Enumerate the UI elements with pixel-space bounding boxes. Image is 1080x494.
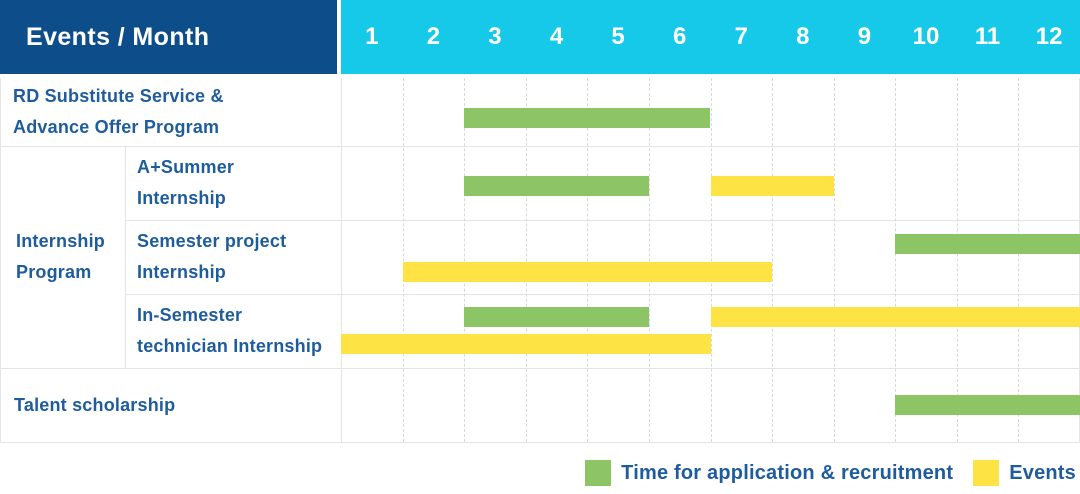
row-label-a-summer-internship: A+Summer Internship [137, 157, 235, 208]
month-header-4: 4 [549, 23, 564, 50]
gantt-bar-event-m7-m12 [710, 307, 1080, 327]
month-header-5: 5 [611, 23, 625, 50]
legend-item-application: Time for application & recruitment [585, 460, 953, 486]
row-label-rd-substitute: RD Substitute Service & Advance Offer Pr… [13, 86, 224, 137]
month-header-row: 1 2 3 4 5 6 7 8 9 10 11 12 [341, 0, 1080, 74]
row-divider [125, 294, 1080, 295]
month-header-1: 1 [365, 23, 379, 50]
legend: Time for application & recruitment Event… [585, 458, 1076, 488]
table-header: Events / Month 1 2 3 4 5 6 7 8 9 10 11 12 [0, 0, 1080, 78]
month-header-11: 11 [974, 23, 1001, 50]
month-header-10: 10 [912, 23, 940, 50]
gantt-bar-application-m3-m6 [464, 108, 711, 128]
gantt-bar-event-m7-m8 [710, 176, 834, 196]
month-gridline [710, 78, 712, 442]
gantt-bar-event-m2-m7 [402, 262, 773, 282]
month-gridline [1018, 78, 1020, 442]
row-label-talent-scholarship: Talent scholarship [14, 394, 176, 415]
legend-swatch-application-icon [585, 460, 612, 486]
legend-label-events: Events [1009, 461, 1076, 484]
row-label-in-semester-technician-internship: In-Semester technician Internship [137, 305, 323, 356]
month-header-2: 2 [426, 23, 441, 50]
month-gridline [587, 78, 589, 442]
table-left-border [0, 78, 1, 442]
row-divider [0, 368, 1080, 369]
month-gridline [895, 78, 897, 442]
month-header-8: 8 [796, 23, 810, 50]
table-bottom-border [0, 442, 1080, 443]
month-gridline [648, 78, 650, 442]
month-header-3: 3 [488, 23, 502, 50]
group-label-internship-program: Internship Program [16, 231, 106, 282]
corner-header-cell: Events / Month [0, 0, 337, 74]
month-gridline [464, 78, 466, 442]
gantt-bar-application-m10-m12 [895, 395, 1080, 415]
month-gridline [956, 78, 958, 442]
label-column-divider [125, 146, 126, 368]
legend-label-application: Time for application & recruitment [621, 461, 954, 484]
gantt-bar-application-m3-m5 [464, 176, 649, 196]
gantt-bar-application-m3-m5 [464, 307, 649, 327]
month-header-7: 7 [734, 23, 748, 50]
legend-swatch-events-icon [973, 460, 1000, 486]
month-gridline [772, 78, 774, 442]
month-gridline [525, 78, 527, 442]
months-area-divider [341, 78, 342, 442]
month-header-6: 6 [673, 23, 687, 50]
month-header-9: 9 [857, 23, 872, 50]
gantt-bar-application-m10-m12 [895, 234, 1080, 254]
row-divider [125, 220, 1080, 221]
legend-item-events: Events [973, 460, 1076, 486]
month-gridline [402, 78, 404, 442]
month-header-12: 12 [1035, 23, 1063, 50]
row-divider [0, 146, 1080, 147]
row-label-semester-project-internship: Semester project Internship [137, 231, 287, 282]
gantt-bar-event-m1-m6 [341, 334, 711, 354]
month-gridline [833, 78, 835, 442]
